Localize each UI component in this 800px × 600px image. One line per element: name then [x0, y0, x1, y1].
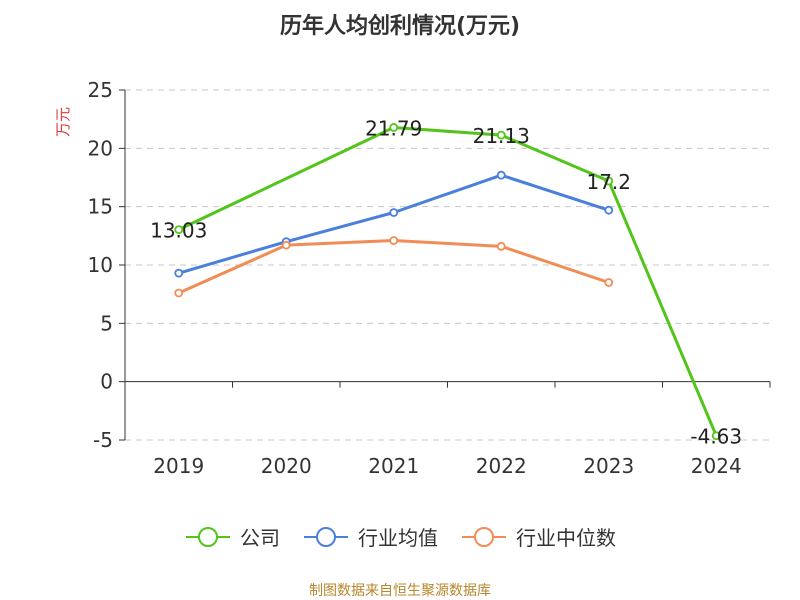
data-label: 21.79 — [365, 116, 422, 140]
series-line-行业均值 — [178, 173, 610, 275]
x-tick-label: 2024 — [691, 454, 742, 478]
chart-title: 历年人均创利情况(万元) — [279, 14, 521, 39]
y-tick-label: 20 — [88, 136, 113, 160]
data-point — [389, 123, 399, 132]
y-tick-label: 5 — [100, 311, 113, 335]
x-tick-label: 2023 — [583, 454, 634, 478]
data-point — [496, 170, 506, 180]
data-point — [496, 130, 506, 140]
data-point — [604, 176, 614, 186]
data-point — [281, 240, 291, 250]
legend-label: 行业均值 — [358, 526, 438, 550]
data-label: -4.63 — [690, 425, 742, 449]
data-point — [174, 225, 184, 235]
data-point — [174, 268, 184, 278]
data-label: 13.03 — [150, 219, 207, 243]
legend-label: 公司 — [240, 526, 280, 550]
data-point — [496, 241, 506, 251]
x-tick-label: 2022 — [476, 454, 527, 478]
y-tick-label: 25 — [88, 78, 113, 102]
source-note: 制图数据来自恒生聚源数据库 — [309, 583, 491, 599]
data-point — [389, 208, 399, 217]
legend-item[interactable]: 行业中位数 — [460, 522, 616, 551]
x-tick-label: 2021 — [368, 454, 419, 478]
y-tick-label: -5 — [93, 428, 113, 452]
y-axis-label: 万元 — [54, 107, 72, 137]
legend-swatch — [462, 526, 506, 547]
x-tick-label: 2020 — [261, 454, 312, 478]
data-label: 21.13 — [473, 124, 530, 148]
y-tick-label: 10 — [88, 253, 113, 277]
x-tick-label: 2019 — [153, 454, 204, 478]
data-point — [389, 236, 399, 245]
legend-swatch — [186, 526, 230, 547]
y-tick-label: 0 — [100, 370, 113, 394]
data-point — [174, 288, 184, 298]
y-tick-label: 15 — [88, 195, 113, 219]
data-point — [604, 205, 614, 215]
data-point — [711, 431, 721, 441]
data-label: 17.2 — [586, 170, 631, 194]
series-line-公司 — [178, 125, 718, 437]
legend: 公司 行业均值 行业中位数 — [0, 522, 800, 551]
legend-item[interactable]: 行业均值 — [302, 522, 438, 551]
legend-item[interactable]: 公司 — [184, 522, 280, 551]
legend-label: 行业中位数 — [516, 526, 616, 550]
data-point — [604, 278, 614, 287]
legend-swatch — [304, 526, 348, 547]
series-line-行业中位数 — [178, 239, 610, 295]
